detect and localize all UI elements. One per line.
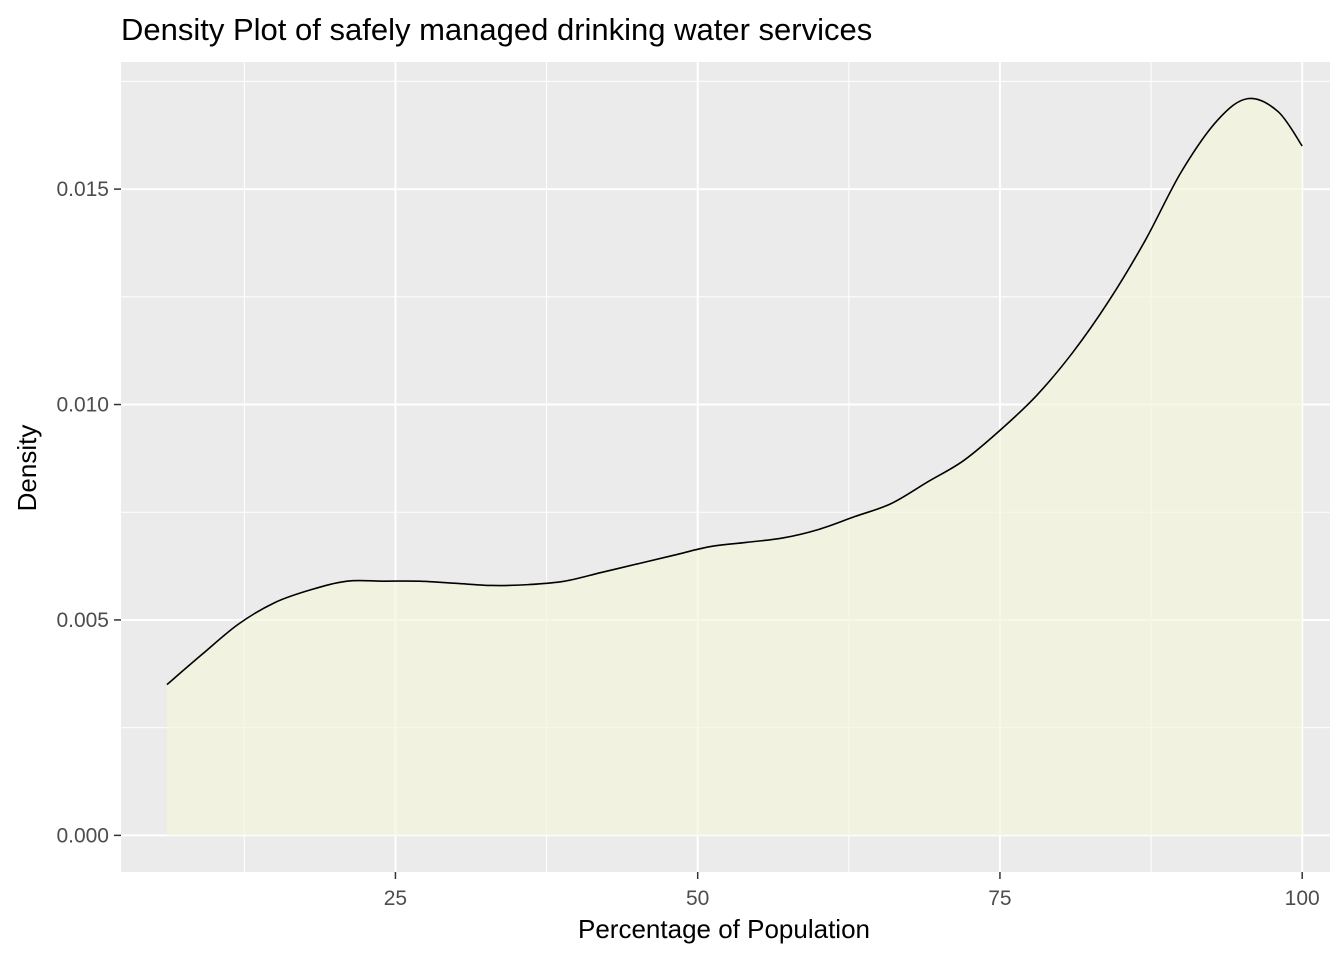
y-tick-label: 0.000 bbox=[56, 824, 109, 847]
y-tick-label: 0.015 bbox=[56, 178, 109, 201]
y-axis: 0.000 0.005 0.010 0.015 bbox=[56, 178, 121, 847]
x-tick-label: 25 bbox=[384, 887, 407, 910]
y-axis-title: Density bbox=[12, 425, 42, 512]
chart-title: Density Plot of safely managed drinking … bbox=[121, 12, 872, 47]
y-tick-label: 0.010 bbox=[56, 394, 109, 417]
x-tick-label: 50 bbox=[686, 887, 709, 910]
density-area bbox=[166, 98, 1303, 836]
x-tick-label: 75 bbox=[988, 887, 1011, 910]
x-tick-label: 100 bbox=[1285, 887, 1320, 910]
density-line bbox=[166, 97, 1303, 686]
y-tick-label: 0.005 bbox=[56, 609, 109, 632]
x-axis: 25 50 75 100 bbox=[384, 872, 1320, 910]
x-axis-title: Percentage of Population bbox=[578, 914, 870, 944]
